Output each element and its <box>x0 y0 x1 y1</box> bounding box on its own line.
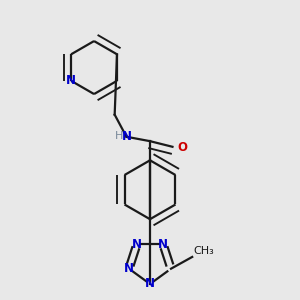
Text: H: H <box>115 131 124 141</box>
Text: N: N <box>158 238 168 250</box>
Text: O: O <box>177 141 187 154</box>
Text: N: N <box>66 74 76 87</box>
Text: CH₃: CH₃ <box>194 246 214 256</box>
Text: N: N <box>122 130 132 143</box>
Text: N: N <box>132 238 142 250</box>
Text: N: N <box>124 262 134 275</box>
Text: N: N <box>145 278 155 290</box>
